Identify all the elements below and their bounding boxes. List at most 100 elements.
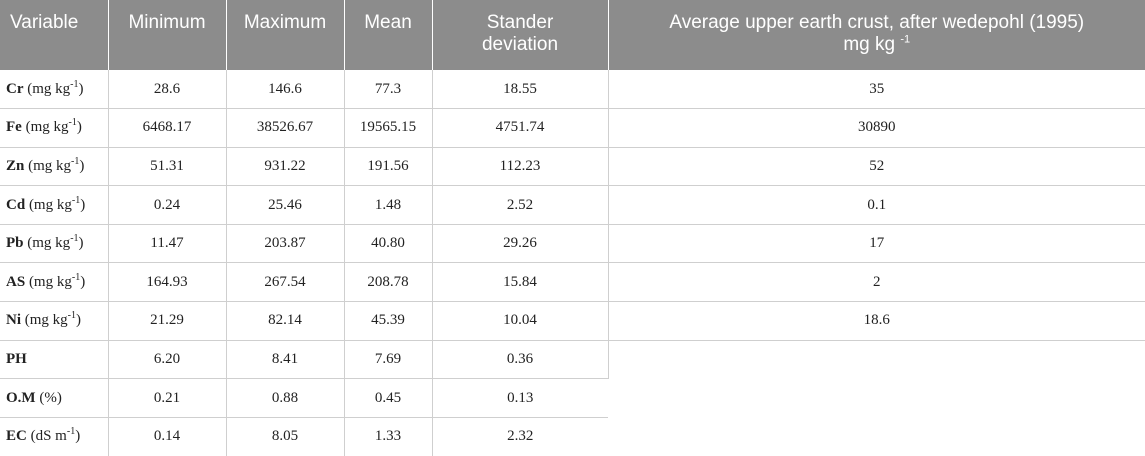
- variable-unit: (mg kg: [25, 119, 69, 136]
- cell-minimum: 28.6: [108, 70, 227, 110]
- variable-unit-close: ): [78, 235, 84, 252]
- header-maximum: Maximum: [226, 0, 345, 70]
- table-row: Cd (mg kg-1) 0.24 25.46 1.48 2.52 0.1: [0, 185, 1145, 225]
- header-crust-unit: mg kg -1: [843, 34, 910, 55]
- cell-maximum: 25.46: [226, 185, 345, 225]
- cell-maximum: 203.87: [226, 224, 345, 264]
- header-variable: Variable: [0, 0, 109, 70]
- table-row: PH 6.20 8.41 7.69 0.36: [0, 340, 1145, 380]
- variable-unit-exp: -1: [71, 271, 81, 283]
- cell-mean: 1.48: [344, 185, 433, 225]
- variable-unit-close: ): [75, 428, 81, 445]
- cell-minimum: 164.93: [108, 262, 227, 303]
- cell-variable: O.M (%): [0, 378, 109, 418]
- cell-maximum: 38526.67: [226, 108, 345, 148]
- table-body: Cr (mg kg-1) 28.6 146.6 77.3 18.55 35 Fe (mg k…: [0, 70, 1145, 456]
- cell-mean: 0.45: [344, 378, 433, 418]
- cell-std-deviation: 10.04: [432, 301, 609, 341]
- variable-unit: (mg kg: [28, 196, 72, 213]
- cell-std-deviation: 2.52: [432, 185, 609, 225]
- header-mean: Mean: [344, 0, 433, 70]
- variable-unit-close: ): [80, 196, 86, 213]
- cell-variable: Cr (mg kg-1): [0, 70, 109, 110]
- cell-mean: 7.69: [344, 340, 433, 380]
- cell-crust-empty: [608, 340, 1145, 456]
- table-row: Pb (mg kg-1) 11.47 203.87 40.80 29.26 17: [0, 224, 1145, 264]
- variable-unit: (mg kg: [28, 273, 72, 290]
- cell-crust-average: 35: [608, 70, 1145, 110]
- cell-variable: PH: [0, 340, 109, 380]
- cell-minimum: 0.21: [108, 378, 227, 418]
- cell-minimum: 0.24: [108, 185, 227, 225]
- cell-std-deviation: 29.26: [432, 224, 609, 264]
- cell-mean: 45.39: [344, 301, 433, 341]
- table-row: AS (mg kg-1) 164.93 267.54 208.78 15.84 2: [0, 262, 1145, 303]
- cell-maximum: 146.6: [226, 70, 345, 110]
- header-minimum: Minimum: [108, 0, 227, 70]
- variable-unit-close: ): [79, 157, 85, 174]
- variable-unit: (mg kg: [27, 80, 71, 97]
- cell-variable: Ni (mg kg-1): [0, 301, 109, 341]
- cell-crust-average: 30890: [608, 108, 1145, 148]
- cell-crust-average: 17: [608, 224, 1145, 264]
- header-std-line2: deviation: [481, 34, 559, 55]
- cell-minimum: 21.29: [108, 301, 227, 341]
- cell-variable: Cd (mg kg-1): [0, 185, 109, 225]
- cell-maximum: 8.41: [226, 340, 345, 380]
- cell-crust-average: 52: [608, 147, 1145, 187]
- cell-mean: 191.56: [344, 147, 433, 187]
- variable-unit: (mg kg: [24, 312, 68, 329]
- table-row: Zn (mg kg-1) 51.31 931.22 191.56 112.23 52: [0, 147, 1145, 187]
- variable-unit-close: ): [80, 273, 86, 290]
- cell-maximum: 931.22: [226, 147, 345, 187]
- cell-minimum: 6468.17: [108, 108, 227, 148]
- variable-name: Pb: [6, 235, 24, 252]
- cell-maximum: 82.14: [226, 301, 345, 341]
- table-row: O.M (%) 0.21 0.88 0.45 0.13: [0, 378, 1145, 418]
- cell-minimum: 6.20: [108, 340, 227, 380]
- variable-name: Fe: [6, 119, 22, 136]
- cell-mean: 19565.15: [344, 108, 433, 148]
- cell-crust-average: 0.1: [608, 185, 1145, 225]
- cell-crust-average: 2: [608, 262, 1145, 303]
- variable-unit: (dS m: [30, 428, 67, 445]
- cell-maximum: 267.54: [226, 262, 345, 303]
- table-header: Variable Minimum Maximum Mean Stander de…: [0, 0, 1145, 70]
- variable-unit-exp: -1: [67, 310, 77, 322]
- table-row: Fe (mg kg-1) 6468.17 38526.67 19565.15 4751.…: [0, 108, 1145, 148]
- cell-variable: Fe (mg kg-1): [0, 108, 109, 148]
- variable-name: EC: [6, 428, 27, 445]
- header-crust-unit-exp: -1: [900, 33, 911, 46]
- variable-unit-exp: -1: [70, 233, 79, 245]
- variable-unit-close: ): [76, 119, 82, 136]
- variable-name: Ni: [6, 312, 21, 329]
- cell-maximum: 0.88: [226, 378, 345, 418]
- variable-unit-exp: -1: [70, 78, 79, 90]
- header-std-deviation: Stander deviation: [432, 0, 609, 70]
- variable-unit-exp: -1: [71, 194, 81, 206]
- variable-name: Zn: [6, 157, 25, 174]
- variable-unit-exp: -1: [66, 426, 76, 438]
- cell-variable: EC (dS m-1): [0, 417, 109, 456]
- variable-unit: (%): [39, 389, 62, 406]
- cell-minimum: 51.31: [108, 147, 227, 187]
- header-row: Variable Minimum Maximum Mean Stander de…: [0, 0, 1145, 70]
- variable-name: PH: [6, 350, 27, 367]
- header-crust-average: Average upper earth crust, after wedepoh…: [608, 0, 1145, 70]
- cell-std-deviation: 18.55: [432, 70, 609, 110]
- variable-unit-exp: -1: [68, 117, 77, 129]
- variable-name: AS: [6, 273, 26, 290]
- cell-variable: Zn (mg kg-1): [0, 147, 109, 187]
- cell-mean: 40.80: [344, 224, 433, 264]
- header-crust-line1: Average upper earth crust, after wedepoh…: [669, 12, 1085, 33]
- cell-mean: 77.3: [344, 70, 433, 110]
- table-row: Cr (mg kg-1) 28.6 146.6 77.3 18.55 35: [0, 70, 1145, 110]
- cell-std-deviation: 15.84: [432, 262, 609, 303]
- variable-unit: (mg kg: [28, 157, 72, 174]
- variable-unit: (mg kg: [27, 235, 71, 252]
- cell-mean: 1.33: [344, 417, 433, 456]
- header-std-line1: Stander: [486, 12, 554, 33]
- cell-variable: Pb (mg kg-1): [0, 224, 109, 264]
- variable-unit-close: ): [78, 80, 84, 97]
